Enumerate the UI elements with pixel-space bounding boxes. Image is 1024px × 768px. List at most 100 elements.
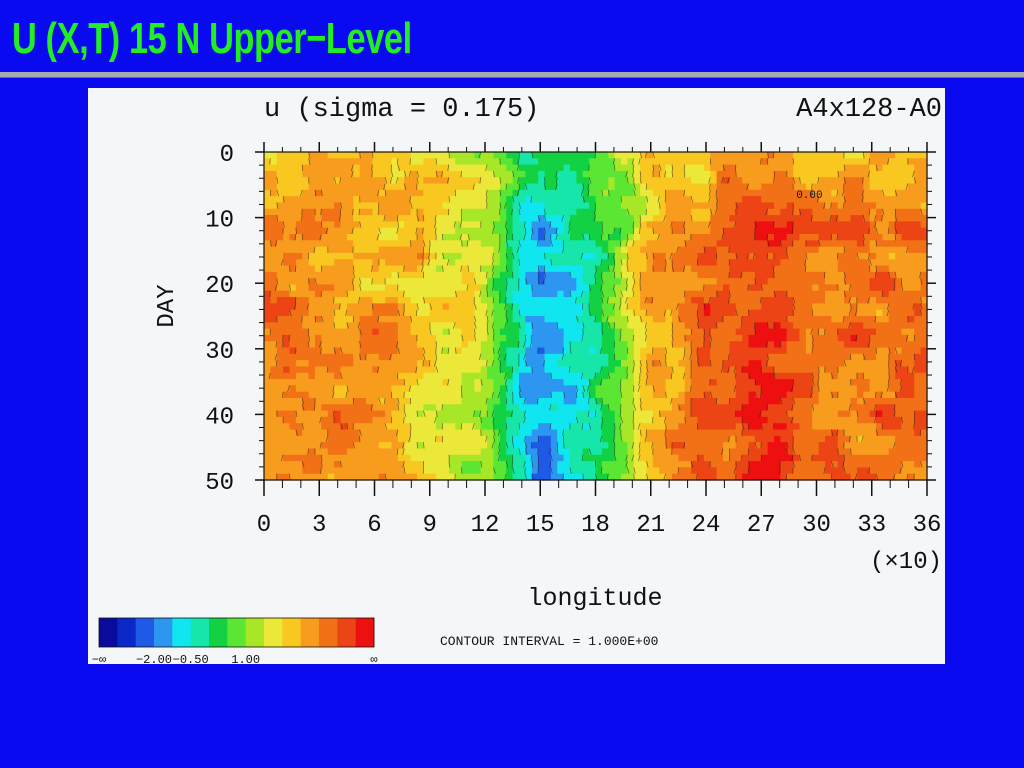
heatmap-cell	[550, 316, 558, 323]
heatmap-cell	[493, 372, 501, 380]
heatmap-cell	[914, 221, 922, 229]
heatmap-cell	[302, 196, 310, 204]
heatmap-cell	[850, 334, 858, 342]
heatmap-cell	[621, 202, 628, 210]
heatmap-cell	[576, 379, 584, 386]
heatmap-cell	[385, 278, 393, 286]
heatmap-cell	[614, 221, 622, 229]
heatmap-cell	[812, 366, 820, 374]
heatmap-cell	[525, 372, 533, 380]
heatmap-cell	[378, 196, 386, 204]
heatmap-cell	[366, 303, 373, 311]
heatmap-cell	[761, 234, 769, 241]
heatmap-cell	[270, 189, 278, 197]
heatmap-cell	[436, 234, 444, 241]
heatmap-cell	[576, 385, 584, 393]
heatmap-cell	[614, 303, 622, 311]
heatmap-cell	[601, 347, 609, 355]
heatmap-cell	[697, 303, 705, 311]
heatmap-cell	[499, 334, 507, 342]
heatmap-cell	[576, 297, 584, 304]
heatmap-cell	[283, 208, 291, 216]
heatmap-cell	[608, 265, 616, 273]
heatmap-cell	[289, 265, 297, 273]
heatmap-cell	[506, 215, 514, 222]
heatmap-cell	[633, 158, 641, 166]
heatmap-cell	[665, 208, 673, 216]
heatmap-cell	[276, 246, 284, 254]
heatmap-cell	[869, 234, 877, 241]
heatmap-cell	[334, 297, 342, 304]
heatmap-cell	[455, 347, 463, 355]
heatmap-cell	[283, 189, 291, 197]
heatmap-cell	[429, 379, 437, 386]
heatmap-cell	[697, 341, 705, 349]
heatmap-cell	[754, 221, 762, 229]
heatmap-cell	[850, 234, 858, 241]
heatmap-cell	[754, 328, 762, 336]
heatmap-cell	[512, 183, 520, 191]
heatmap-cell	[455, 234, 463, 241]
heatmap-cell	[818, 435, 826, 443]
heatmap-cell	[774, 164, 781, 172]
heatmap-cell	[837, 404, 845, 412]
heatmap-cell	[850, 152, 858, 159]
heatmap-cell	[397, 240, 405, 248]
heatmap-cell	[589, 366, 597, 374]
heatmap-cell	[697, 334, 705, 342]
heatmap-cell	[697, 246, 705, 254]
heatmap-cell	[493, 303, 501, 311]
heatmap-cell	[723, 404, 730, 412]
heatmap-cell	[786, 164, 794, 172]
heatmap-cell	[353, 234, 361, 241]
heatmap-cell	[576, 353, 584, 361]
heatmap-cell	[468, 366, 475, 374]
heatmap-cell	[295, 234, 303, 241]
heatmap-cell	[876, 215, 883, 222]
heatmap-cell	[831, 391, 839, 399]
heatmap-cell	[621, 366, 628, 374]
heatmap-cell	[844, 309, 852, 317]
heatmap-cell	[436, 183, 444, 191]
heatmap-cell	[914, 227, 922, 235]
heatmap-cell	[410, 416, 418, 424]
heatmap-cell	[723, 208, 730, 216]
heatmap-cell	[550, 442, 558, 450]
heatmap-cell	[455, 391, 463, 399]
heatmap-cell	[321, 240, 329, 248]
heatmap-cell	[907, 271, 915, 279]
heatmap-cell	[774, 240, 781, 248]
heatmap-cell	[825, 429, 832, 437]
heatmap-cell	[448, 316, 456, 323]
heatmap-cell	[538, 215, 546, 222]
heatmap-cell	[627, 170, 635, 178]
heatmap-cell	[869, 442, 877, 450]
heatmap-cell	[417, 353, 424, 361]
heatmap-cell	[856, 379, 864, 386]
heatmap-cell	[404, 410, 412, 418]
heatmap-cell	[499, 297, 507, 304]
heatmap-cell	[844, 303, 852, 311]
heatmap-cell	[417, 360, 424, 368]
heatmap-cell	[761, 170, 769, 178]
heatmap-cell	[684, 391, 692, 399]
heatmap-cell	[691, 366, 699, 374]
heatmap-cell	[519, 234, 526, 241]
heatmap-cell	[289, 429, 297, 437]
heatmap-cell	[914, 435, 922, 443]
heatmap-cell	[563, 227, 571, 235]
heatmap-cell	[742, 416, 750, 424]
heatmap-cell	[429, 152, 437, 159]
heatmap-cell	[907, 152, 915, 159]
heatmap-cell	[264, 221, 271, 229]
heatmap-cell	[506, 271, 514, 279]
heatmap-cell	[767, 278, 775, 286]
heatmap-cell	[283, 152, 291, 159]
heatmap-cell	[882, 227, 890, 235]
heatmap-cell	[429, 271, 437, 279]
heatmap-cell	[729, 309, 737, 317]
heatmap-cell	[780, 265, 788, 273]
heatmap-cell	[844, 259, 852, 267]
heatmap-cell	[289, 158, 297, 166]
heatmap-cell	[276, 442, 284, 450]
